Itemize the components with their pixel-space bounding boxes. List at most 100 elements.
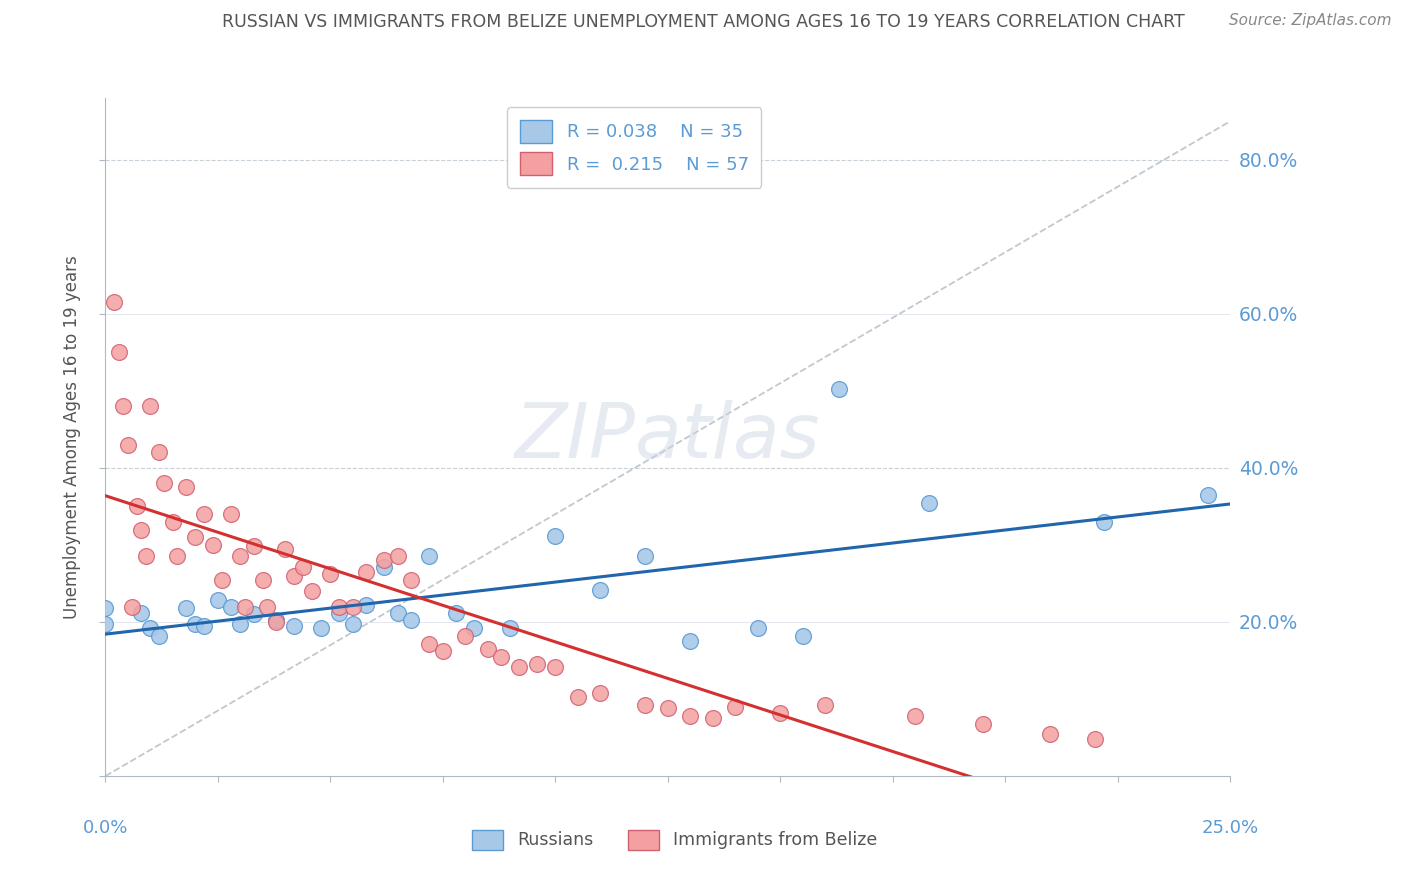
Point: [904, 709, 927, 723]
Point: [162, 515, 184, 529]
Point: [724, 699, 747, 714]
Point: [229, 549, 252, 564]
Point: [508, 659, 530, 673]
Point: [94, 616, 117, 631]
Point: [125, 500, 148, 514]
Legend: Russians, Immigrants from Belize: Russians, Immigrants from Belize: [465, 822, 884, 856]
Point: [131, 523, 153, 537]
Point: [112, 399, 135, 413]
Point: [121, 599, 143, 614]
Point: [589, 582, 612, 597]
Point: [233, 599, 256, 614]
Point: [499, 621, 522, 635]
Point: [193, 619, 215, 633]
Point: [418, 549, 440, 564]
Point: [634, 549, 657, 564]
Point: [491, 649, 513, 664]
Point: [418, 636, 440, 650]
Point: [477, 642, 499, 657]
Point: [1039, 726, 1062, 740]
Point: [526, 657, 548, 672]
Point: [229, 616, 252, 631]
Point: [634, 698, 657, 713]
Point: [589, 686, 612, 700]
Point: [747, 621, 769, 635]
Text: RUSSIAN VS IMMIGRANTS FROM BELIZE UNEMPLOYMENT AMONG AGES 16 TO 19 YEARS CORRELA: RUSSIAN VS IMMIGRANTS FROM BELIZE UNEMPL…: [222, 13, 1184, 31]
Point: [176, 480, 198, 494]
Point: [221, 507, 243, 521]
Point: [301, 584, 323, 599]
Point: [252, 573, 274, 587]
Point: [679, 634, 702, 648]
Point: [918, 495, 941, 509]
Point: [1092, 515, 1115, 529]
Point: [387, 606, 409, 620]
Y-axis label: Unemployment Among Ages 16 to 19 years: Unemployment Among Ages 16 to 19 years: [63, 255, 82, 619]
Point: [544, 659, 567, 673]
Point: [387, 549, 409, 564]
Point: [193, 507, 215, 521]
Point: [401, 573, 423, 587]
Point: [792, 629, 814, 643]
Legend: R = 0.038    N = 35, R =  0.215    N = 57: R = 0.038 N = 35, R = 0.215 N = 57: [508, 107, 761, 188]
Point: [567, 690, 589, 705]
Text: ZIPatlas: ZIPatlas: [515, 401, 821, 474]
Text: 0.0%: 0.0%: [83, 819, 128, 837]
Point: [446, 606, 468, 620]
Point: [166, 549, 188, 564]
Point: [328, 599, 350, 614]
Point: [139, 621, 162, 635]
Point: [135, 549, 157, 564]
Point: [153, 476, 176, 491]
Point: [454, 629, 477, 643]
Point: [292, 559, 315, 574]
Point: [117, 438, 139, 452]
Point: [1084, 732, 1107, 747]
Point: [544, 529, 567, 543]
Point: [266, 615, 288, 629]
Point: [463, 621, 485, 635]
Point: [373, 553, 395, 567]
Point: [1197, 488, 1219, 502]
Point: [207, 593, 229, 607]
Point: [311, 621, 333, 635]
Point: [274, 541, 297, 556]
Point: [148, 445, 170, 459]
Point: [184, 530, 207, 544]
Point: [401, 614, 423, 628]
Point: [202, 538, 225, 552]
Point: [184, 616, 207, 631]
Point: [356, 565, 378, 579]
Point: [148, 629, 170, 643]
Point: [176, 601, 198, 615]
Text: Source: ZipAtlas.com: Source: ZipAtlas.com: [1229, 13, 1392, 29]
Point: [432, 644, 454, 658]
Point: [243, 540, 266, 554]
Point: [131, 606, 153, 620]
Point: [814, 698, 837, 713]
Point: [103, 295, 125, 310]
Point: [211, 573, 233, 587]
Point: [657, 701, 679, 715]
Point: [94, 601, 117, 615]
Point: [828, 382, 851, 396]
Text: 25.0%: 25.0%: [1202, 819, 1258, 837]
Point: [972, 716, 994, 731]
Point: [342, 616, 364, 631]
Point: [356, 598, 378, 612]
Point: [373, 559, 395, 574]
Point: [108, 345, 131, 359]
Point: [328, 606, 350, 620]
Point: [243, 607, 266, 622]
Point: [221, 599, 243, 614]
Point: [679, 709, 702, 723]
Point: [256, 599, 278, 614]
Point: [342, 599, 364, 614]
Point: [769, 706, 792, 720]
Point: [702, 711, 724, 725]
Point: [283, 568, 305, 582]
Point: [283, 619, 305, 633]
Point: [266, 614, 288, 628]
Point: [139, 399, 162, 413]
Point: [319, 567, 342, 582]
